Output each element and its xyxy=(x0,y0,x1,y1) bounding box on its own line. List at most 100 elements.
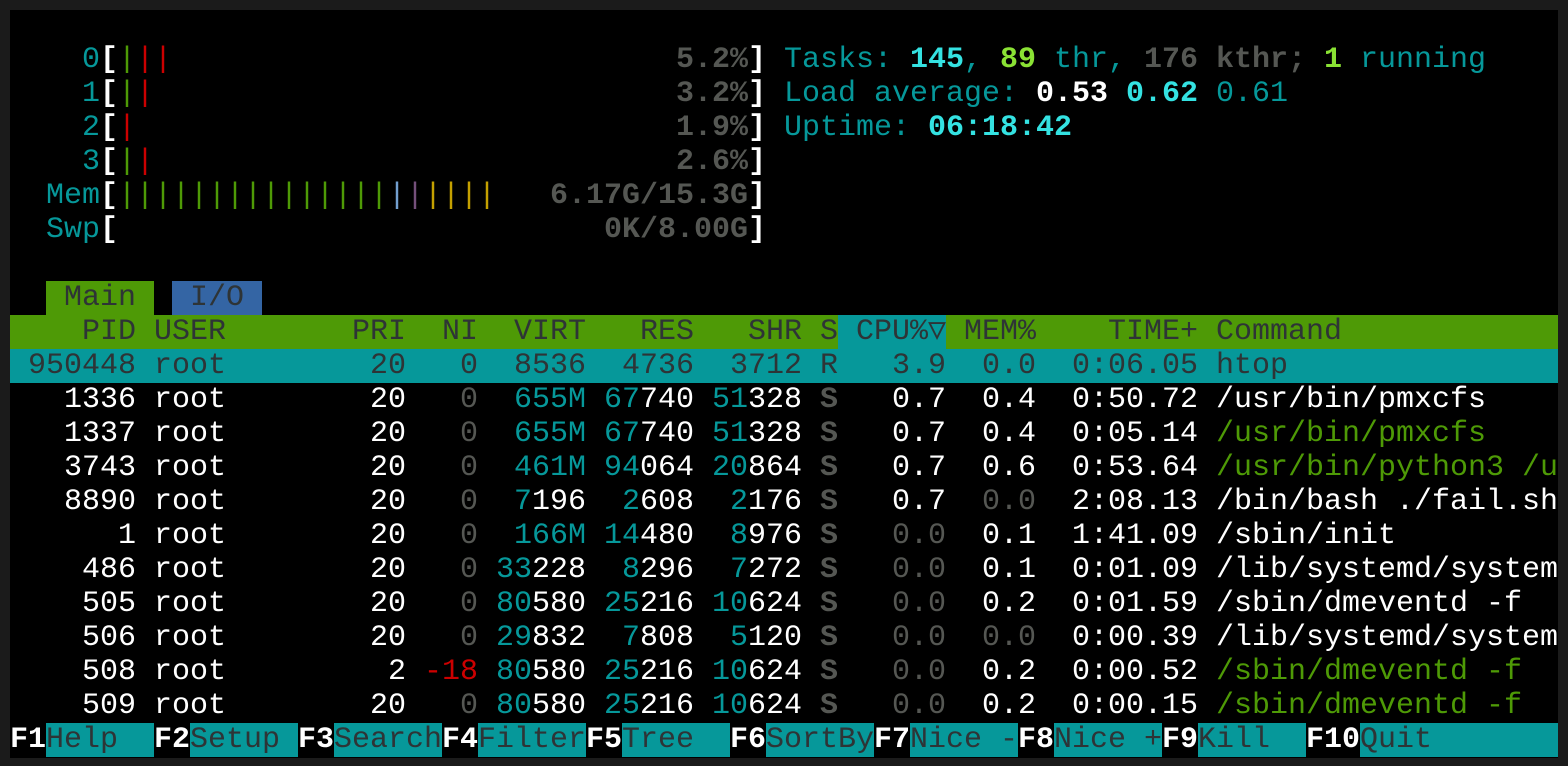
function-key-f6[interactable]: F6 xyxy=(730,723,767,757)
function-key-f8[interactable]: F8 xyxy=(1018,723,1055,757)
function-key-f7[interactable]: F7 xyxy=(874,723,911,757)
column-header-user[interactable]: USER xyxy=(154,315,227,349)
meter-bracket-close: ] xyxy=(748,145,767,179)
size-units: 580 xyxy=(532,689,587,723)
meter-bar-segment: | xyxy=(208,179,227,213)
column-header-res[interactable]: RES xyxy=(640,315,695,349)
function-key-tree-button[interactable]: Tree xyxy=(622,723,731,757)
cpu-meter-0: 0[| | | 5.2%] xyxy=(10,43,1558,77)
process-shr: 10624 xyxy=(712,655,802,689)
meter-bar-segment: | xyxy=(118,77,137,111)
meter-bracket-open: [ xyxy=(100,43,119,77)
function-key-f1[interactable]: F1 xyxy=(10,723,47,757)
process-priority: 20 xyxy=(370,519,407,553)
process-command: /usr/bin/python3 /u xyxy=(1216,451,1558,485)
process-row[interactable]: 3743 root 20 0 461M 94064 20864 S 0.7 0.6 0:53.64/… xyxy=(10,451,1558,485)
process-row[interactable]: 950448 root 20 0 8536 4736 3712 R 3.9 0.0 0:06.05 h… xyxy=(10,349,1558,383)
column-header-mem[interactable]: MEM% xyxy=(964,315,1037,349)
function-key-filter-button[interactable]: Filter xyxy=(478,723,587,757)
meter-bar-segment: | xyxy=(460,179,479,213)
process-command: /sbin/dmeventd -f xyxy=(1216,655,1523,689)
column-header-cpu[interactable]: CPU%▽ xyxy=(838,315,947,349)
meter-bracket-open: [ xyxy=(100,77,119,111)
process-user: root xyxy=(154,587,227,621)
load-1min: 0.53 xyxy=(1036,77,1109,111)
process-time: 0:50.72 xyxy=(1072,383,1199,417)
process-row[interactable]: 8890 root 20 0 7196 2608 2176 S 0.7 0.0 2:08.13/bi… xyxy=(10,485,1558,519)
column-header-shr[interactable]: SHR xyxy=(748,315,803,349)
process-row[interactable]: 1336 root 20 0 655M 67740 51328 S 0.7 0.4 0:50.72 /… xyxy=(10,383,1558,417)
meter-bar-segment: | xyxy=(136,43,155,77)
column-header-pid[interactable]: PID xyxy=(82,315,137,349)
tab-io[interactable]: I/O xyxy=(172,281,263,315)
meter-bracket-open: [ xyxy=(100,145,119,179)
function-key-f10[interactable]: F10 xyxy=(1306,723,1361,757)
function-key-niceminus--button[interactable]: Nice - xyxy=(910,723,1019,757)
size-units: 624 xyxy=(748,587,803,621)
process-shr: 20864 xyxy=(712,451,802,485)
size-thousands: 10 xyxy=(712,655,749,689)
meter-value: 1.9% xyxy=(676,111,749,145)
size-thousands: 2 xyxy=(730,485,749,519)
function-key-setup-button[interactable]: Setup xyxy=(190,723,299,757)
function-key-sortby-button[interactable]: SortBy xyxy=(766,723,875,757)
process-mem: 0.1 xyxy=(982,553,1037,587)
meter-bracket-close: ] xyxy=(748,213,767,247)
process-priority: 20 xyxy=(370,587,407,621)
process-row[interactable]: 486 root 20 0 33228 8296 7272 S 0.0 0.1 0:01.09/li… xyxy=(10,553,1558,587)
column-header-s[interactable]: S xyxy=(820,315,839,349)
process-row[interactable]: 1 root 20 0 166M 14480 8976 S 0.0 0.1 1:41.09/sbin… xyxy=(10,519,1558,553)
function-key-f2[interactable]: F2 xyxy=(154,723,191,757)
process-row[interactable]: 506 root 20 0 29832 7808 5120 S 0.0 0.0 0:00.39/li… xyxy=(10,621,1558,655)
function-key-f9[interactable]: F9 xyxy=(1162,723,1199,757)
function-key-niceminusplus-button[interactable]: Nice + xyxy=(1054,723,1163,757)
process-row[interactable]: 508 root 2 -18 80580 25216 10624 S 0.0 0.2 0:00.52… xyxy=(10,655,1558,689)
process-virt: 461M xyxy=(514,451,587,485)
column-header-ni[interactable]: NI xyxy=(442,315,479,349)
meter-label: 1 xyxy=(82,77,101,111)
process-pid: 505 xyxy=(82,587,137,621)
process-state: S xyxy=(820,655,839,689)
process-res: 4736 xyxy=(622,349,695,383)
function-key-kill-button[interactable]: Kill xyxy=(1198,723,1307,757)
process-state: S xyxy=(820,587,839,621)
size-units: 216 xyxy=(640,689,695,723)
function-key-search-button[interactable]: Search xyxy=(334,723,443,757)
process-time: 0:00.52 xyxy=(1072,655,1199,689)
process-command: htop xyxy=(1216,349,1289,383)
size-units: 328 xyxy=(748,383,803,417)
process-nice: 0 xyxy=(460,451,479,485)
size-thousands: 67 xyxy=(604,383,641,417)
function-key-f4[interactable]: F4 xyxy=(442,723,479,757)
cpu-meter-3: 3[| | 2.6%] xyxy=(10,145,1558,179)
column-header-pri[interactable]: PRI xyxy=(352,315,407,349)
function-key-help-button[interactable]: Help xyxy=(46,723,155,757)
size-thousands: 25 xyxy=(604,655,641,689)
load-5min: 0.62 xyxy=(1126,77,1199,111)
meter-bar-segment: | xyxy=(316,179,335,213)
process-command: /usr/bin/pmxcfs xyxy=(1216,417,1487,451)
process-virt: 166M xyxy=(514,519,587,553)
column-header-time[interactable]: TIME+ xyxy=(1108,315,1199,349)
column-header-virt[interactable]: VIRT xyxy=(514,315,587,349)
size-thousands: 33 xyxy=(496,553,533,587)
size-units: 120 xyxy=(748,621,803,655)
process-row[interactable]: 509 root 20 0 80580 25216 10624 S 0.0 0.2 0:00.15 /… xyxy=(10,689,1558,723)
process-row[interactable]: 1337 root 20 0 655M 67740 51328 S 0.7 0.4 0:05.14 /… xyxy=(10,417,1558,451)
swap-meter: Swp[0K/8.00G] xyxy=(10,213,1558,247)
meter-label: 2 xyxy=(82,111,101,145)
function-key-quit-button[interactable]: Quit xyxy=(1360,723,1558,757)
uptime-value: 06:18:42 xyxy=(928,111,1073,145)
function-key-f5[interactable]: F5 xyxy=(586,723,623,757)
function-key-f3[interactable]: F3 xyxy=(298,723,335,757)
process-state: S xyxy=(820,383,839,417)
process-cpu: 0.7 xyxy=(892,417,947,451)
process-row[interactable]: 505 root 20 0 80580 25216 10624 S 0.0 0.2 0:01.59 /… xyxy=(10,587,1558,621)
tab-main[interactable]: Main xyxy=(46,281,155,315)
process-command: /bin/bash ./fail.sh xyxy=(1216,485,1558,519)
meter-value: 6.17G/15.3G xyxy=(550,179,749,213)
process-mem: 0.2 xyxy=(982,689,1037,723)
size-units: 480 xyxy=(640,519,695,553)
column-header-command[interactable]: Command xyxy=(1216,315,1343,349)
load-average-line: Load average: 0.53 0.62 0.61 xyxy=(10,77,1558,111)
